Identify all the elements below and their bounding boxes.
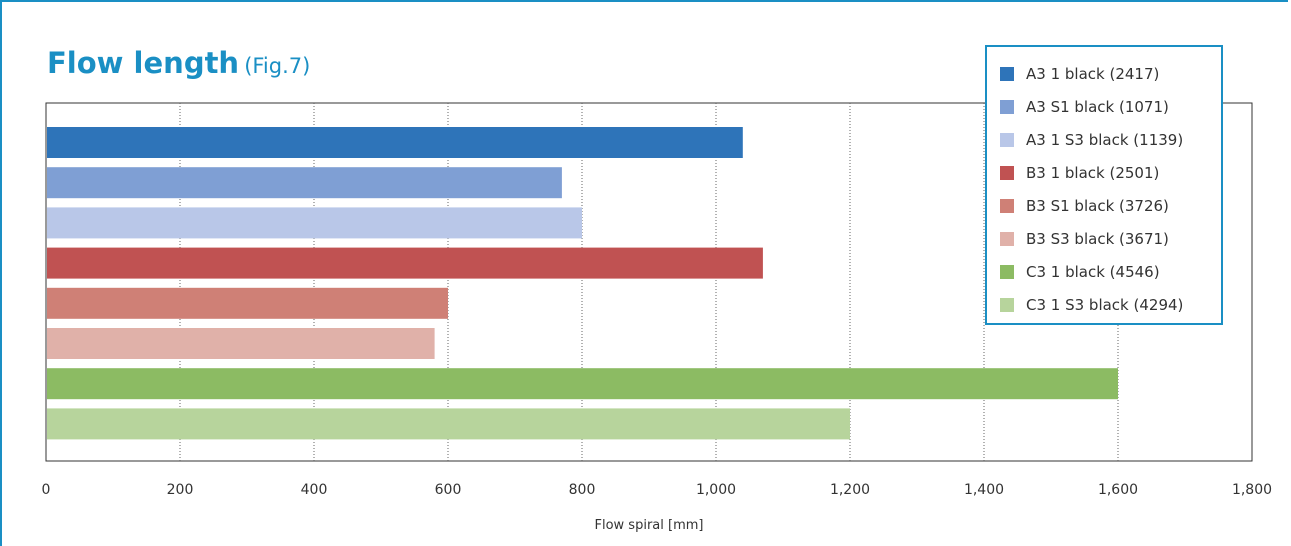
- x-tick-label: 800: [569, 482, 596, 498]
- bar: [47, 328, 435, 359]
- x-tick-label: 0: [42, 482, 51, 498]
- legend-item: A3 1 black (2417): [1000, 57, 1221, 90]
- x-tick-label: 200: [167, 482, 194, 498]
- bar: [47, 207, 582, 239]
- legend-swatch: [1000, 264, 1014, 279]
- x-tick-label: 1,200: [830, 482, 870, 498]
- legend-swatch: [1000, 132, 1014, 147]
- x-tick-label: 1,600: [1098, 482, 1138, 498]
- legend-swatch: [1000, 99, 1014, 114]
- bar: [47, 408, 850, 440]
- legend-item: B3 S3 black (3671): [1000, 222, 1221, 255]
- legend: A3 1 black (2417) A3 S1 black (1071) A3 1 …: [985, 45, 1223, 325]
- legend-item: C3 1 S3 black (4294): [1000, 288, 1221, 321]
- x-tick-label: 1,800: [1232, 482, 1272, 498]
- legend-swatch: [1000, 297, 1014, 312]
- chart-title-main: Flow length: [47, 46, 240, 80]
- x-axis-label: Flow spiral [mm]: [595, 518, 704, 533]
- bar: [47, 368, 1118, 400]
- bar: [47, 167, 562, 199]
- x-tick-label: 600: [435, 482, 462, 498]
- bars: [47, 127, 1118, 440]
- legend-label: C3 1 S3 black (4294): [1026, 295, 1184, 314]
- x-tick-label: 1,400: [964, 482, 1004, 498]
- x-tick-label: 1,000: [696, 482, 736, 498]
- legend-item: A3 S1 black (1071): [1000, 90, 1221, 123]
- legend-label: A3 S1 black (1071): [1026, 97, 1169, 116]
- legend-swatch: [1000, 66, 1014, 81]
- legend-swatch: [1000, 165, 1014, 180]
- bar: [47, 247, 763, 279]
- legend-item: A3 1 S3 black (1139): [1000, 123, 1221, 156]
- legend-label: A3 1 S3 black (1139): [1026, 130, 1184, 149]
- legend-label: A3 1 black (2417): [1026, 64, 1160, 83]
- legend-item: C3 1 black (4546): [1000, 255, 1221, 288]
- legend-item: B3 S1 black (3726): [1000, 189, 1221, 222]
- legend-swatch: [1000, 231, 1014, 246]
- legend-label: C3 1 black (4546): [1026, 262, 1160, 281]
- bar: [47, 287, 448, 319]
- bar: [47, 127, 743, 158]
- x-tick-label: 400: [301, 482, 328, 498]
- legend-label: B3 S3 black (3671): [1026, 229, 1169, 248]
- x-tick-labels: 0 200 400 600 800 1,000 1,200 1,400 1,600 1,800: [42, 482, 1273, 498]
- chart-title: Flow length (Fig.7): [47, 46, 310, 80]
- legend-item: B3 1 black (2501): [1000, 156, 1221, 189]
- legend-swatch: [1000, 198, 1014, 213]
- legend-label: B3 S1 black (3726): [1026, 196, 1169, 215]
- chart-title-sub: (Fig.7): [244, 54, 311, 78]
- legend-label: B3 1 black (2501): [1026, 163, 1160, 182]
- plot-area: [45, 102, 1253, 462]
